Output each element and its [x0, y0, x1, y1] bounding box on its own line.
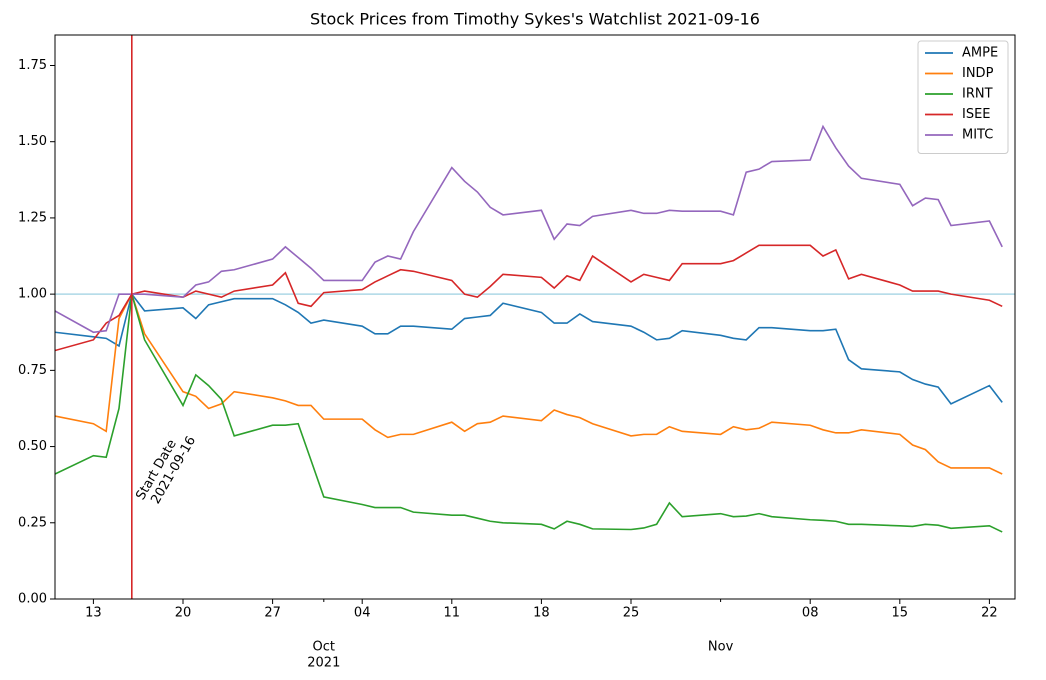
legend-label: AMPE [962, 46, 998, 61]
y-tick-label: 0.75 [18, 363, 47, 378]
y-tick-label: 0.00 [18, 592, 47, 607]
y-tick-label: 0.25 [18, 515, 47, 530]
x-tick-label: 04 [354, 606, 371, 621]
y-tick-label: 1.25 [18, 210, 47, 225]
x-tick-label: 25 [623, 606, 640, 621]
chart-title: Stock Prices from Timothy Sykes's Watchl… [310, 10, 760, 29]
x-tick-label: 08 [802, 606, 819, 621]
x-tick-label: 20 [175, 606, 192, 621]
legend-label: INDP [962, 66, 994, 81]
month-label: Oct [313, 640, 335, 655]
legend-label: ISEE [962, 107, 991, 122]
plot-frame [54, 34, 1016, 600]
year-label: 2021 [307, 656, 340, 671]
legend-label: MITC [962, 128, 993, 143]
x-tick-label: 22 [981, 606, 998, 621]
series-line [55, 244, 1003, 352]
legend-label: IRNT [962, 87, 993, 102]
x-tick-label: 15 [892, 606, 909, 621]
legend-box [917, 40, 1009, 154]
x-tick-label: 27 [264, 606, 281, 621]
y-tick-label: 1.00 [18, 287, 47, 302]
series-line [55, 293, 1003, 533]
series-line [55, 292, 1003, 405]
x-tick-label: 13 [85, 606, 102, 621]
y-tick-label: 1.75 [18, 58, 47, 73]
x-tick-label: 18 [533, 606, 550, 621]
month-label: Nov [708, 640, 734, 655]
series-line [55, 124, 1003, 334]
x-tick-label: 11 [444, 606, 461, 621]
y-tick-label: 1.50 [18, 134, 47, 149]
y-tick-label: 0.50 [18, 439, 47, 454]
series-line [55, 292, 1003, 475]
